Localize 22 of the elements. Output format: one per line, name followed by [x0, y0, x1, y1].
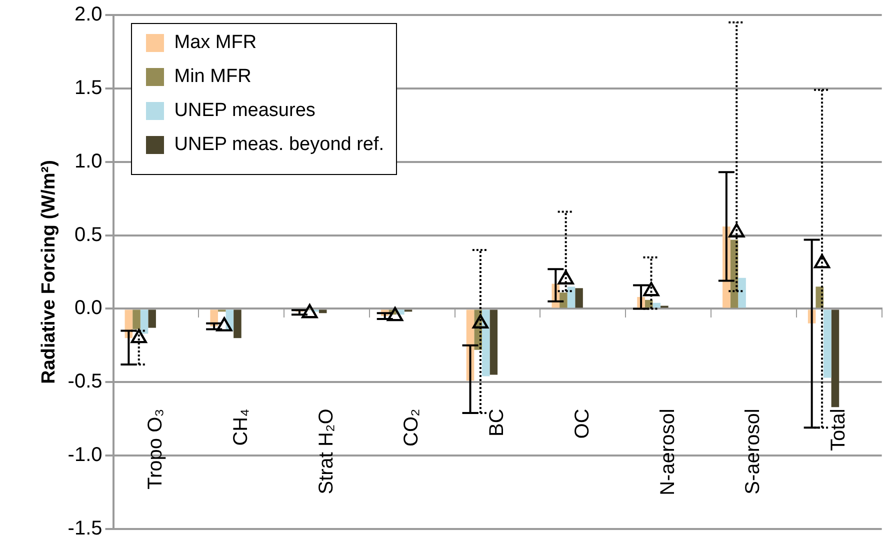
x-tick-label: N-aerosol: [656, 408, 679, 496]
x-tick-label: S-aerosol: [742, 408, 764, 494]
x-tick-label: Strat H₂O: [315, 408, 338, 494]
y-tick-label: -0.5: [68, 370, 102, 393]
y-tick-label: 0.5: [74, 224, 102, 246]
legend-label: UNEP meas. beyond ref.: [174, 134, 384, 156]
x-tick-label: Total: [828, 408, 850, 451]
x-tick-label: CH₄: [230, 408, 252, 446]
y-tick-label: 1.0: [74, 150, 102, 172]
y-tick-label: 1.5: [74, 76, 102, 99]
y-axis-title: Radiative Forcing (W/m²): [38, 160, 60, 384]
legend-label: Max MFR: [174, 32, 257, 54]
x-tick-label: OC: [571, 408, 594, 439]
x-tick-label: BC: [486, 408, 508, 437]
y-tick-label: 0.0: [74, 297, 102, 320]
y-tick-label: -1.0: [68, 444, 102, 466]
legend-label: UNEP measures: [174, 100, 316, 122]
legend-label: Min MFR: [174, 66, 252, 88]
x-tick-label: CO₂: [400, 408, 423, 446]
y-tick-label: 2.0: [74, 4, 102, 26]
y-tick-label: -1.5: [68, 518, 102, 540]
x-tick-label: Tropo O₃: [144, 408, 166, 490]
